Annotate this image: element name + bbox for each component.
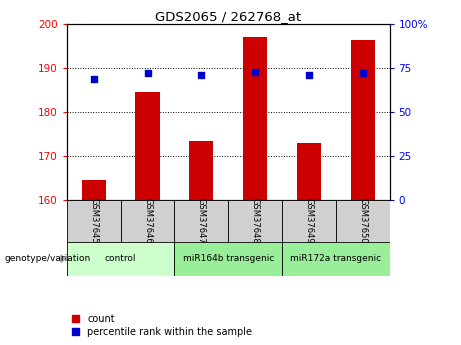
Bar xyxy=(82,180,106,200)
Point xyxy=(90,76,97,81)
Title: GDS2065 / 262768_at: GDS2065 / 262768_at xyxy=(155,10,301,23)
Bar xyxy=(136,92,160,200)
Bar xyxy=(121,200,174,242)
Text: miR172a transgenic: miR172a transgenic xyxy=(290,254,381,263)
Text: GSM37648: GSM37648 xyxy=(251,198,260,244)
Point xyxy=(198,72,205,78)
Point xyxy=(305,72,313,78)
Text: GSM37647: GSM37647 xyxy=(197,198,206,244)
Bar xyxy=(336,200,390,242)
Text: genotype/variation: genotype/variation xyxy=(5,254,91,263)
Text: GSM37650: GSM37650 xyxy=(358,198,367,244)
Text: GSM37649: GSM37649 xyxy=(304,198,313,244)
Bar xyxy=(297,143,321,200)
FancyArrow shape xyxy=(61,255,65,263)
Point xyxy=(359,71,366,76)
Bar xyxy=(282,200,336,242)
Point xyxy=(144,71,151,76)
Bar xyxy=(189,141,213,200)
Text: miR164b transgenic: miR164b transgenic xyxy=(183,254,274,263)
Bar xyxy=(243,37,267,200)
Bar xyxy=(67,241,174,276)
Text: control: control xyxy=(105,254,136,263)
Bar xyxy=(228,200,282,242)
Text: GSM37645: GSM37645 xyxy=(89,198,98,244)
Bar xyxy=(67,200,121,242)
Text: GSM37646: GSM37646 xyxy=(143,198,152,244)
Bar xyxy=(174,200,228,242)
Bar xyxy=(350,40,375,200)
Bar xyxy=(282,241,390,276)
Point xyxy=(251,69,259,75)
Legend: count, percentile rank within the sample: count, percentile rank within the sample xyxy=(72,314,252,337)
Bar xyxy=(174,241,282,276)
